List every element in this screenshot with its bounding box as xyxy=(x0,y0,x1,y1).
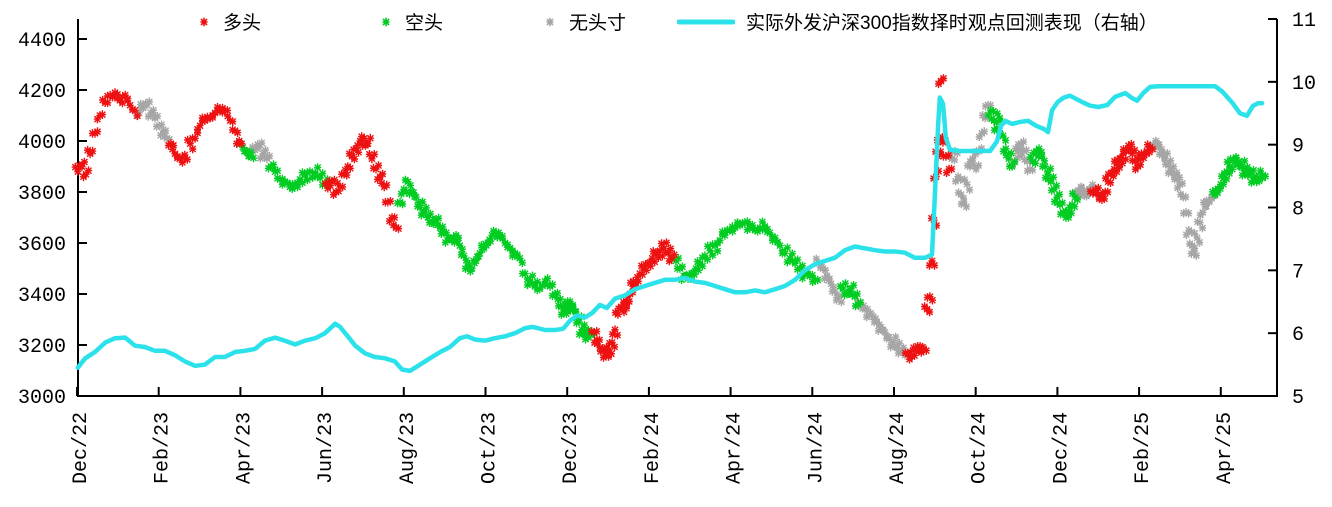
backtest-line xyxy=(75,83,1265,374)
legend-item-none: 无头寸 xyxy=(542,8,626,35)
right-tick-label: 9 xyxy=(1292,136,1304,159)
legend-label-short: 空头 xyxy=(405,13,444,34)
legend: 多头 空头 无头寸 实际外发沪深300指数择时观点回测表现（右轴） xyxy=(0,8,1332,38)
none-asterisk-icon xyxy=(546,17,554,26)
left-tick-label: 3600 xyxy=(18,234,66,257)
legend-item-long: 多头 xyxy=(196,8,261,35)
legend-label-backtest: 实际外发沪深300指数择时观点回测表现（右轴） xyxy=(746,13,1158,34)
x-tick-label: Apr/24 xyxy=(724,412,747,484)
short-asterisk-icon xyxy=(382,17,390,26)
left-tick-label: 3400 xyxy=(18,285,66,308)
x-tick-label: Apr/25 xyxy=(1214,412,1237,484)
left-tick-label: 4000 xyxy=(18,132,66,155)
left-tick-label: 3200 xyxy=(18,336,66,359)
x-tick-label: Feb/25 xyxy=(1132,412,1155,484)
series-none-markers xyxy=(133,97,1218,360)
right-tick-label: 6 xyxy=(1292,324,1304,347)
x-tick-label: Feb/24 xyxy=(642,412,665,484)
axis-left: 3000 3200 3400 3600 3800 4000 4200 4400 xyxy=(18,30,87,410)
x-tick-label: Jun/24 xyxy=(805,412,828,484)
legend-label-none: 无头寸 xyxy=(569,13,627,34)
legend-item-backtest: 实际外发沪深300指数择时观点回测表现（右轴） xyxy=(677,8,1158,35)
right-tick-label: 10 xyxy=(1292,73,1316,96)
legend-item-short: 空头 xyxy=(378,8,443,35)
left-tick-label: 4400 xyxy=(18,30,66,53)
right-tick-label: 7 xyxy=(1292,261,1304,284)
legend-label-long: 多头 xyxy=(223,13,262,34)
x-tick-label: Aug/23 xyxy=(397,412,420,484)
x-tick-label: Jun/23 xyxy=(315,412,338,484)
left-tick-label: 4200 xyxy=(18,81,66,104)
axis-x: Dec/22 Feb/23 Apr/23 Jun/23 Aug/23 Oct/23 Dec/… xyxy=(70,387,1237,484)
x-tick-label: Dec/22 xyxy=(70,412,93,484)
line-sample-icon xyxy=(677,19,735,24)
axis-right: 5 6 7 8 9 10 11 xyxy=(1268,10,1316,410)
axis-frame xyxy=(77,19,1278,397)
x-tick-label: Apr/23 xyxy=(233,412,256,484)
x-tick-label: Feb/23 xyxy=(152,412,175,484)
right-tick-label: 11 xyxy=(1292,10,1316,33)
long-asterisk-icon xyxy=(200,17,208,26)
series-short-markers xyxy=(236,106,1269,344)
x-tick-label: Oct/24 xyxy=(969,412,992,484)
right-tick-label: 8 xyxy=(1292,199,1304,222)
left-tick-label: 3000 xyxy=(18,387,66,410)
x-tick-label: Dec/24 xyxy=(1050,412,1073,484)
x-tick-label: Aug/24 xyxy=(887,412,910,484)
left-tick-label: 3800 xyxy=(18,183,66,206)
x-tick-label: Dec/23 xyxy=(560,412,583,484)
right-tick-label: 5 xyxy=(1292,387,1304,410)
x-tick-label: Oct/23 xyxy=(479,412,502,484)
